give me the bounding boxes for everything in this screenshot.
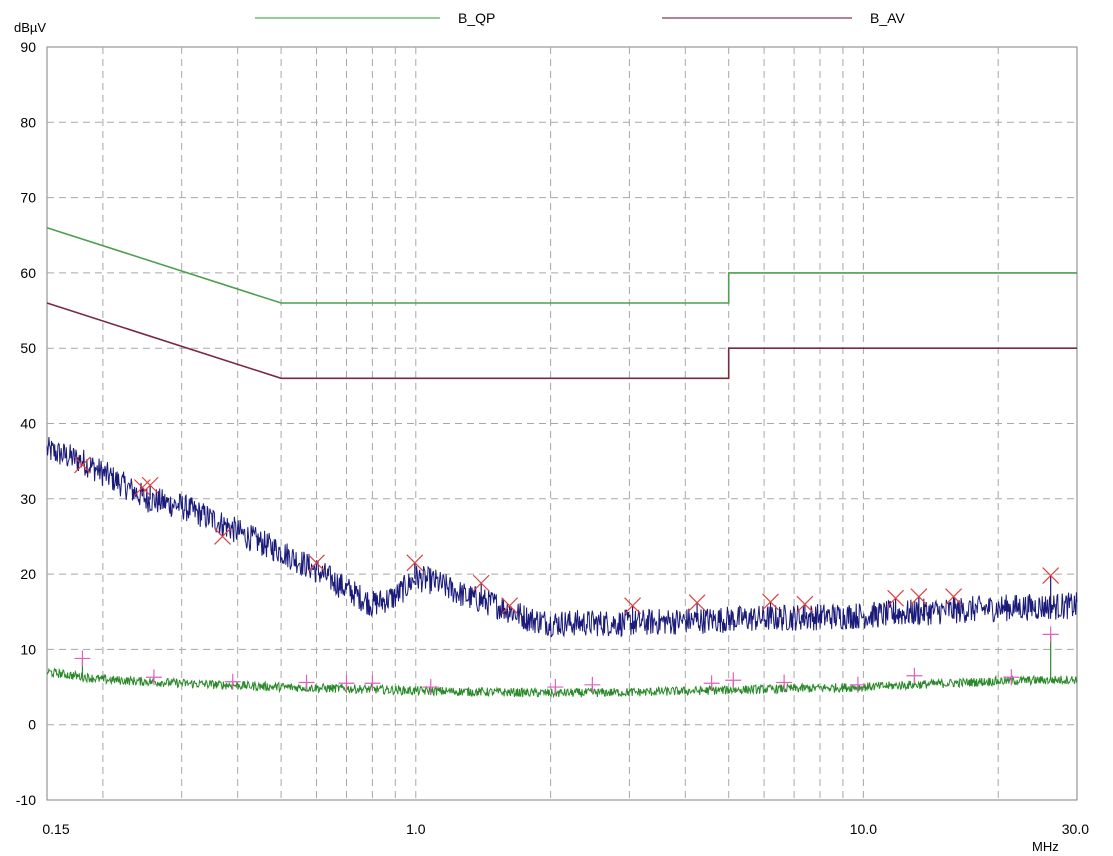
av-peak-marker — [1042, 626, 1059, 681]
legend-label-b-qp: B_QP — [458, 10, 495, 26]
y-tick-label: 80 — [20, 114, 36, 130]
y-axis-unit: dBµV — [14, 20, 46, 35]
av-peak-marker — [422, 679, 439, 696]
legend: B_QP B_AV — [255, 10, 905, 26]
av-peak-marker — [703, 675, 720, 692]
av-peak-marker — [1003, 669, 1020, 686]
qp-peak-marker — [796, 595, 814, 618]
qp-peak-marker — [1042, 567, 1060, 607]
av-peak-marker — [224, 673, 241, 690]
qp-peak-marker — [141, 476, 159, 500]
x-tick-labels: 0.15 1.0 10.0 30.0 — [42, 821, 1089, 837]
y-tick-label: 40 — [20, 416, 36, 432]
limit-lines — [46, 226, 1077, 380]
qp-peak-marker — [624, 597, 642, 623]
measurement-traces — [46, 436, 1078, 699]
av-peak-marker — [74, 650, 91, 677]
grid — [47, 47, 1077, 800]
qp-peak-marker — [472, 574, 490, 601]
y-tick-label: 70 — [20, 190, 36, 206]
qp-peak-marker — [406, 554, 424, 579]
limit-line-b-qp — [46, 226, 1077, 304]
av-peak-marker — [906, 667, 923, 685]
av-peak-marker — [849, 676, 866, 693]
av-peak-marker — [547, 679, 564, 696]
x-axis-unit: MHz — [1032, 839, 1059, 854]
av-peak-marker — [145, 669, 162, 686]
legend-label-b-av: B_AV — [870, 10, 905, 26]
qp-peak-marker — [910, 588, 928, 613]
qp-peak-marker — [945, 588, 963, 611]
av-peak-marker — [725, 672, 742, 690]
y-tick-label: -10 — [16, 792, 36, 808]
measurement-trace — [46, 436, 1078, 638]
x-tick-label: 1.0 — [406, 821, 426, 837]
peak-markers — [74, 456, 1060, 696]
av-peak-marker — [338, 675, 355, 692]
qp-peak-marker — [887, 589, 905, 614]
av-peak-marker — [776, 674, 793, 691]
qp-peak-marker — [688, 594, 706, 621]
qp-peak-marker — [214, 524, 231, 545]
limit-line-b-av — [46, 302, 1077, 380]
qp-peak-marker — [74, 456, 91, 474]
av-peak-marker — [298, 674, 315, 691]
x-tick-label: 0.15 — [42, 821, 69, 837]
y-tick-label: 30 — [20, 491, 36, 507]
av-peak-marker — [364, 675, 381, 692]
qp-peak-marker — [308, 554, 325, 572]
qp-peak-marker — [762, 593, 779, 619]
av-peak-marker — [584, 676, 601, 693]
y-tick-label: 10 — [20, 641, 36, 657]
x-tick-label: 30.0 — [1062, 821, 1089, 837]
y-tick-label: 60 — [20, 265, 36, 281]
y-tick-label: 20 — [20, 566, 36, 582]
measurement-trace — [46, 667, 1078, 699]
y-tick-label: 50 — [20, 340, 36, 356]
x-tick-label: 10.0 — [850, 821, 877, 837]
y-tick-label: 0 — [28, 717, 36, 733]
y-tick-label: 90 — [20, 39, 36, 55]
qp-peak-marker — [501, 597, 519, 615]
y-tick-labels: -10 0 10 20 30 40 50 60 70 80 90 — [16, 39, 36, 808]
